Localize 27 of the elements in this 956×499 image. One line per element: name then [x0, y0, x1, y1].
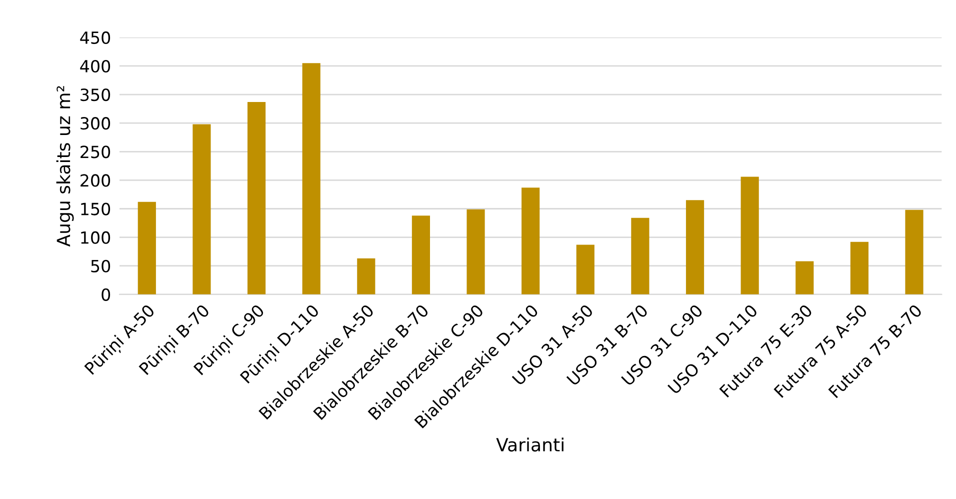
x-axis-title: Varianti — [496, 438, 564, 452]
bar — [796, 261, 814, 294]
y-axis-title: Augu skaits uz m² — [56, 86, 74, 247]
y-tick-label: 200 — [80, 174, 110, 187]
bar — [740, 176, 759, 294]
bar — [192, 124, 211, 294]
bar — [522, 188, 540, 294]
bar — [466, 209, 485, 294]
bar — [302, 63, 320, 294]
y-tick-label: 100 — [81, 231, 110, 244]
bar — [412, 216, 430, 294]
bar — [357, 258, 376, 294]
bar — [138, 202, 156, 294]
y-tick-label: 450 — [80, 31, 110, 44]
bar — [850, 242, 868, 294]
y-tick-label: 50 — [91, 260, 110, 272]
y-tick-label: 150 — [81, 202, 110, 216]
bar — [686, 200, 704, 294]
y-tick-label: 250 — [80, 146, 110, 158]
y-tick-label: 300 — [80, 117, 110, 130]
bar — [247, 102, 266, 294]
bar — [905, 210, 924, 294]
bar — [576, 244, 594, 294]
y-tick-label: 350 — [80, 88, 110, 102]
bar — [631, 218, 650, 294]
y-tick-label: 400 — [80, 60, 110, 73]
y-tick-label: 0 — [102, 288, 110, 301]
